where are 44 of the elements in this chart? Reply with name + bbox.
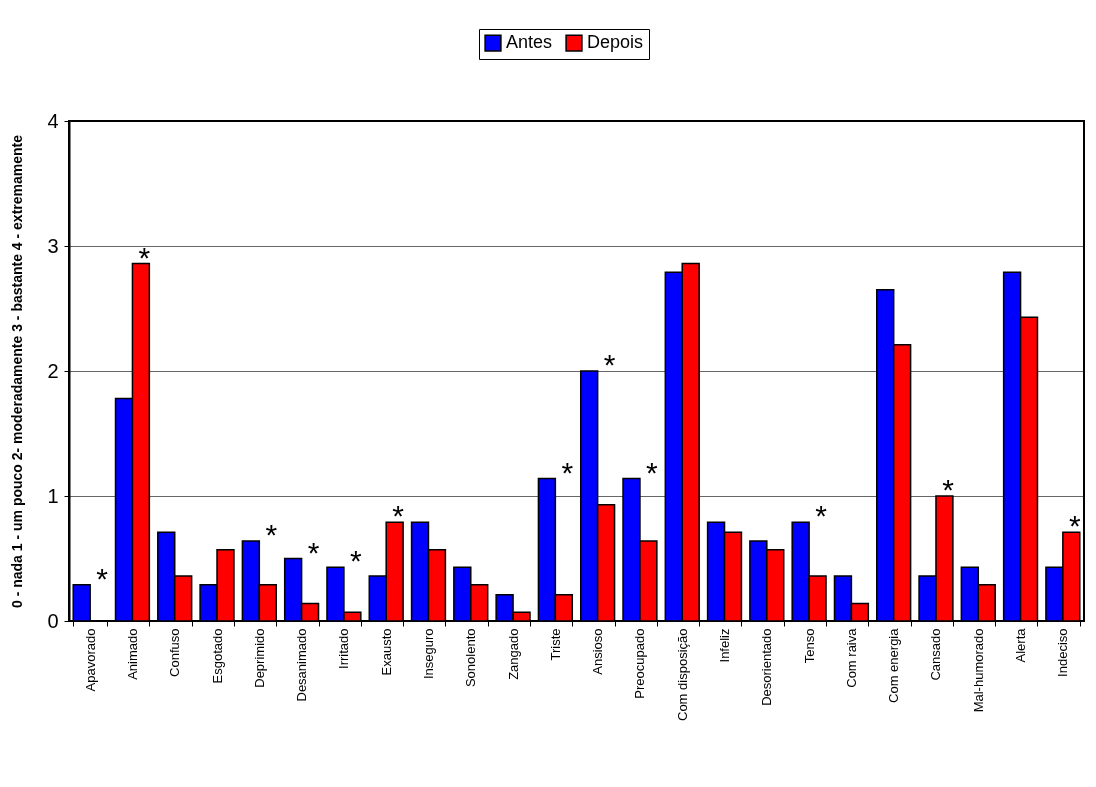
legend-label: Antes (506, 32, 553, 53)
x-tick-label: Animado (124, 628, 140, 680)
y-tick-label: 0 (47, 609, 59, 632)
x-tick-label: Desorientado (759, 628, 775, 706)
x-tick-label: Com energia (886, 627, 902, 703)
x-tick-label: Cansado (928, 628, 944, 681)
x-tick-label: Irritado (336, 628, 352, 669)
annotation: * (561, 455, 574, 489)
x-tick-label: Apavorado (82, 628, 98, 692)
y-tick-label: 4 (47, 109, 59, 132)
x-tick-label: Desanimado (294, 628, 310, 702)
x-tick-label: Deprimido (251, 628, 267, 688)
x-tick-label: Confuso (167, 628, 183, 677)
annotation: * (942, 473, 955, 506)
x-tick-label: Exausto (378, 628, 394, 676)
annotation: * (138, 240, 151, 274)
x-tick-label: Esgotado (209, 628, 225, 684)
annotation: * (96, 561, 109, 595)
annotation: * (1069, 509, 1082, 543)
x-tick-label: Tenso (801, 628, 817, 664)
y-axis-title: 0 - nada 1 - um pouco 2- moderadamente 3 - bastante 4 - extremamente (9, 134, 26, 609)
annotation: * (265, 518, 278, 551)
legend-label: Depois (587, 32, 644, 53)
x-tick-label: Inseguro (420, 628, 436, 680)
x-tick-label: Mal-humorado (970, 628, 986, 713)
y-tick-label: 1 (47, 484, 59, 507)
y-tick-label: 3 (47, 234, 59, 257)
y-tick-label: 2 (47, 359, 59, 382)
annotation: * (350, 544, 363, 578)
x-tick-label: Zangado (505, 628, 521, 680)
x-tick-label: Com disposição (674, 628, 690, 721)
x-tick-label: Preocupado (632, 628, 648, 699)
x-tick-label: Com raiva (843, 627, 859, 688)
x-tick-label: Sonolento (463, 628, 479, 688)
x-tick-label: Ansioso (590, 628, 606, 675)
annotation: * (815, 499, 828, 533)
x-tick-label: Indeciso (1055, 628, 1071, 677)
annotation: * (307, 535, 320, 569)
annotation: * (646, 455, 659, 489)
x-tick-label: Alerta (1013, 627, 1029, 663)
x-tick-label: Triste (547, 628, 563, 661)
annotation: * (603, 348, 616, 381)
x-tick-label: Infeliz (717, 628, 733, 663)
annotation: * (392, 499, 405, 533)
